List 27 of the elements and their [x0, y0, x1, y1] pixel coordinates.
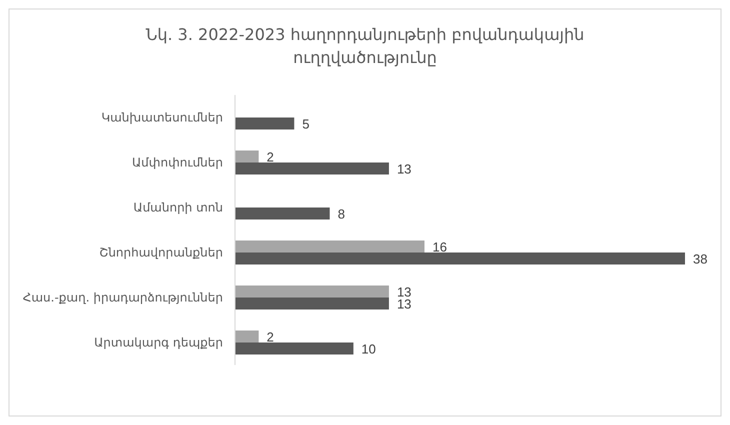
data-label: 8: [338, 206, 345, 222]
bar: [235, 252, 685, 264]
data-label: 2: [266, 330, 274, 344]
data-label: 16: [432, 240, 447, 254]
bar: [235, 330, 259, 342]
data-label: 2: [266, 150, 274, 164]
y-tick-label: Կանխատեսումներ: [101, 110, 223, 124]
data-label: 13: [396, 296, 412, 312]
chart-title: Նկ. 3. 2022-2023 հաղորդանյութերի բովանդակային ուղղվածությունը: [146, 25, 584, 67]
y-tick-label: Ամանորի տոն: [133, 200, 223, 214]
bar: [235, 342, 354, 354]
y-tick-label: Հաս.-քաղ. իրադարձություններ: [22, 290, 223, 304]
bar: [235, 240, 424, 252]
y-tick-label: Շնորհավորանքներ: [99, 246, 223, 260]
bar: [235, 162, 389, 174]
y-tick-label: Արտակարգ դեպքեր: [94, 336, 223, 350]
bar: [235, 286, 389, 298]
bar: [235, 118, 294, 130]
bar: [235, 298, 389, 310]
data-label: 38: [693, 252, 708, 266]
bar: [235, 150, 259, 162]
bar: [235, 208, 330, 220]
data-label: 13: [396, 162, 412, 176]
data-label: 13: [396, 284, 412, 300]
data-label: 10: [361, 342, 376, 356]
y-tick-label: Ամփոփումներ: [132, 156, 223, 170]
data-label: 5: [302, 116, 310, 132]
